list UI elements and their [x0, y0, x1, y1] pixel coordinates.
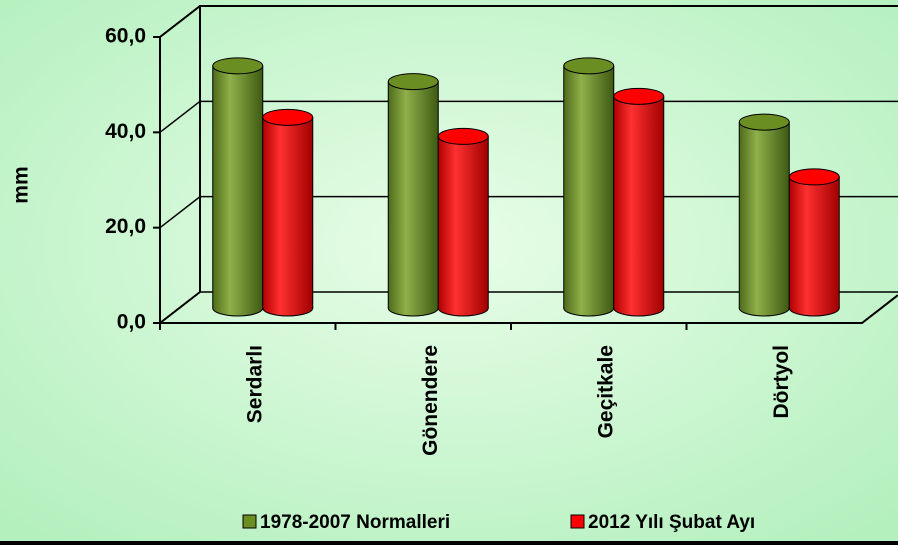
bar-body: [212, 65, 263, 308]
bar-top: [262, 108, 314, 126]
bar-body: [388, 81, 439, 308]
bar: [387, 73, 439, 317]
bar-edge: [613, 96, 665, 308]
bar-top: [437, 127, 489, 145]
grid-line: [159, 195, 898, 229]
bar-top: [613, 87, 665, 105]
legend-swatch: [242, 514, 257, 529]
legend-label: 1978-2007 Normalleri: [260, 512, 450, 533]
y-axis-label: mm: [10, 166, 33, 203]
bar-top: [387, 73, 439, 91]
y-tick-label: 60,0: [105, 25, 146, 48]
bar: [437, 127, 489, 317]
bar-edge: [788, 176, 840, 308]
bar-body: [739, 122, 790, 308]
bar-top: [563, 57, 615, 75]
x-tick-label: Geçitkale: [594, 345, 617, 438]
bar-edge: [262, 117, 314, 308]
bar: [738, 113, 790, 317]
bar-body: [438, 136, 489, 308]
grid-line: [159, 5, 898, 38]
grid-line: [159, 291, 898, 324]
legend-label: 2012 Yılı Şubat Ayı: [588, 512, 755, 533]
bar: [788, 168, 840, 317]
bar-top: [738, 113, 790, 131]
bar: [212, 57, 264, 317]
grid-line: [159, 100, 898, 133]
bar-body: [563, 65, 614, 308]
x-tick-label: Dörtyol: [770, 345, 793, 419]
bar: [262, 108, 314, 317]
x-tick-label: Serdarlı: [243, 345, 266, 423]
y-tick-label: 40,0: [105, 120, 146, 143]
bar-edge: [437, 136, 489, 308]
x-tick-label: Gönendere: [419, 345, 442, 456]
bar: [563, 57, 615, 317]
bottom-border: [0, 541, 898, 545]
bar-body: [262, 117, 313, 308]
y-tick-label: 0,0: [117, 311, 146, 334]
bar-top: [212, 57, 264, 75]
bar-body: [789, 176, 840, 308]
legend-swatch: [570, 514, 585, 529]
y-tick-label: 20,0: [105, 215, 146, 238]
bar-body: [613, 96, 664, 308]
bar-top: [788, 168, 840, 186]
bar: [613, 87, 665, 317]
